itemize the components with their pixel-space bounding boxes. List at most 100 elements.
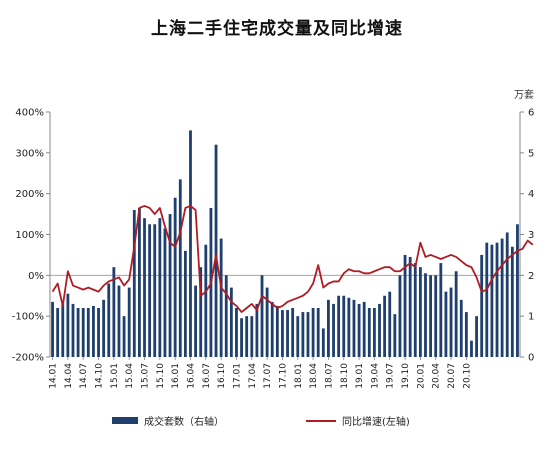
x-tick-label: 19.01 [355,363,365,389]
bar [321,328,325,357]
bar [270,301,274,358]
x-tick-label: 14.10 [95,363,105,389]
right-tick-label: 3 [528,230,534,241]
bar [61,303,65,357]
axes-group: 400% 300% 200% 100% 0% -100% -200% 6 5 4 3 2 1 0 [12,108,535,364]
bar [403,254,407,357]
bar [224,275,228,357]
right-tick-label: 5 [528,148,534,159]
legend-bar-swatch [112,417,138,424]
bar [204,244,208,357]
bar [383,295,387,357]
line-path [51,205,534,313]
bar [408,256,412,357]
x-tick-label: 16.04 [186,363,196,389]
bar [500,238,504,357]
left-tick-label: 100% [15,230,44,241]
bar [255,303,259,357]
bar [510,246,514,357]
x-tick-label: 20.07 [447,363,457,389]
bar [480,254,484,357]
bar [424,273,427,357]
x-tick-label: 20.10 [462,363,472,389]
right-tick-label: 1 [528,312,534,323]
bar [378,303,381,357]
bar [250,316,254,357]
bar [398,275,402,357]
bar [342,295,346,357]
bar [158,218,162,357]
line-series [51,205,534,313]
bar [470,340,473,357]
x-tick-label: 19.07 [386,363,396,389]
left-tick-label: 300% [15,148,44,159]
x-tick-label: 17.07 [263,363,273,389]
left-tick-label: 0% [28,271,44,282]
bar [214,144,218,357]
bar [516,224,519,357]
x-tick-label: 18.01 [294,363,304,389]
bar [86,308,90,357]
bar [127,287,131,357]
bar [311,308,315,357]
legend-bar-label: 成交套数（右轴） [144,417,224,428]
bar [459,299,463,357]
x-tick-label: 14.04 [64,363,74,389]
bar [240,318,243,357]
x-tick-label: 15.01 [110,363,120,389]
bar [413,263,417,357]
bar [148,224,152,357]
bar [56,308,60,357]
bar [367,308,371,357]
bar [112,267,116,357]
bar [132,210,136,357]
x-tick-label: 14.07 [79,363,89,389]
x-tick-label: 19.10 [401,363,411,389]
bar [306,312,310,357]
bar [490,244,494,357]
bar [429,275,432,357]
bar [291,308,295,357]
legend: 成交套数（右轴） 同比增速(左轴) [0,413,554,433]
bar [332,303,335,357]
bar [393,314,397,358]
bar [183,250,187,357]
bar [373,308,376,357]
legend-line-label: 同比增速(左轴) [342,417,410,428]
bar [301,312,305,357]
left-tick-label: 200% [15,189,44,200]
bar [143,218,146,357]
x-tick-label: 16.01 [171,363,181,389]
legend-item-bar: 成交套数（右轴） [112,413,224,428]
bar [92,305,95,357]
bar [260,275,264,357]
right-tick-label: 4 [528,189,534,200]
bar [235,308,238,357]
bar [454,271,458,357]
bar [286,310,289,357]
bar [449,287,453,357]
x-tick-label: 17.10 [278,363,288,389]
bar [163,228,167,358]
right-axis-unit: 万套 [514,90,534,101]
bar [388,291,392,357]
bar [189,130,192,357]
bar [275,305,279,357]
x-tick-label: 19.04 [370,363,380,389]
bar [76,308,80,357]
bar [245,316,249,357]
legend-item-line: 同比增速(左轴) [306,413,410,428]
bar [138,207,141,357]
bar [444,291,448,357]
bar [199,267,203,357]
bar [117,285,121,357]
x-tick-label: 15.07 [141,363,151,389]
right-tick-label: 0 [528,353,534,364]
bar [122,316,126,357]
x-tick-label: 18.10 [340,363,350,389]
bar [296,316,300,357]
left-tick-label: -100% [12,312,44,323]
bar [495,242,499,357]
